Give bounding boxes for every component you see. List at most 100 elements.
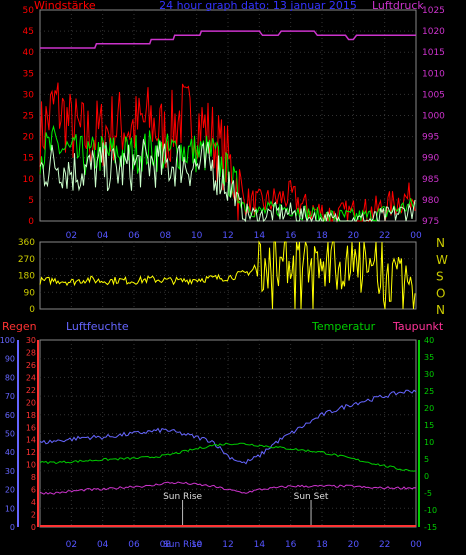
sun-annotation-0: Sun Rise [163,492,202,502]
wind-x-tick-22: 22 [379,231,390,241]
rain-tick-30: 30 [26,336,36,345]
temp-tick--10: -10 [424,506,437,515]
direction-compass-1: W [436,253,448,267]
direction-grid [40,242,416,309]
pressure-tick-995: 995 [422,133,439,143]
pressure-tick-1000: 1000 [422,112,445,122]
wind-title: 24 hour graph dato: 13 januar 2015 [159,0,357,12]
pressure-tick-985: 985 [422,175,439,185]
humidity-tick-50: 50 [5,430,15,439]
temp-tick-5: 5 [424,455,429,464]
temp-tick-35: 35 [424,353,434,362]
wind-left-tick-10: 10 [23,175,35,185]
taupunkt-label: Taupunkt [392,320,444,333]
rain-tick-4: 4 [31,498,36,507]
direction-tick-90: 90 [24,288,36,298]
direction-compass-0: N [436,236,445,250]
humidity-tick-40: 40 [5,448,15,457]
pressure-tick-980: 980 [422,196,439,206]
climate-x-tick-6: 12 [222,540,233,550]
wind-left-tick-45: 45 [23,27,34,37]
wind-x-tick-08: 08 [160,231,172,241]
direction-line [39,240,416,310]
direction-compass-2: S [436,270,444,284]
pressure-tick-1005: 1005 [422,90,445,100]
humidity-tick-90: 90 [5,355,15,364]
direction-compass-4: N [436,303,445,317]
direction-tick-360: 360 [18,238,35,248]
climate-x-tick-1: 04 [97,540,109,550]
wind_low-line [39,139,416,223]
climate-x-tick-9: 18 [316,540,328,550]
rain-tick-6: 6 [31,486,36,495]
wind-x-tick-04: 04 [97,231,109,241]
wind-left-tick-5: 5 [28,196,34,206]
temp-tick-40: 40 [424,336,434,345]
rain-tick-16: 16 [26,423,36,432]
humidity-tick-30: 30 [5,467,15,476]
pressure-tick-1025: 1025 [422,6,445,16]
wind-left-tick-30: 30 [23,90,35,100]
humidity-tick-60: 60 [5,411,15,420]
rain-tick-18: 18 [26,411,36,420]
rain-tick-26: 26 [26,361,36,370]
wind-x-tick-10: 10 [191,231,203,241]
sun-annotation-1: Sun Set [294,492,329,502]
pressure-tick-1010: 1010 [422,69,445,79]
rain-tick-14: 14 [26,436,36,445]
direction-series-group [39,240,416,310]
humidity-tick-100: 100 [0,336,15,345]
rain-tick-28: 28 [26,348,36,357]
direction-tick-270: 270 [18,255,35,265]
temp-tick--15: -15 [424,523,437,532]
climate-axes: 0102030405060708090100024681012141618202… [0,336,437,550]
climate-x-tick-2: 06 [128,540,140,550]
wind-x-tick-14: 14 [254,231,266,241]
humidity-tick-20: 20 [5,486,15,495]
wind-x-tick-20: 20 [348,231,360,241]
temp-tick-15: 15 [424,421,434,430]
rain-tick-2: 2 [31,511,36,520]
temp-tick-25: 25 [424,387,434,396]
wind-x-tick-16: 16 [285,231,297,241]
wind-left-label: Windstärke [34,0,96,12]
direction-tick-180: 180 [18,272,35,282]
wind-left-tick-50: 50 [23,6,35,16]
pressure-tick-975: 975 [422,217,439,227]
temp-tick-20: 20 [424,404,434,413]
pressure-line [40,30,416,49]
climate-x-tick-8: 16 [285,540,297,550]
wind-left-tick-35: 35 [23,69,34,79]
rain-tick-12: 12 [26,448,36,457]
climate-x-tick-12: 00 [410,540,422,550]
temp-tick-30: 30 [424,370,434,379]
climate-x-tick-4: Sun Rise [163,540,202,550]
climate-x-tick-10: 20 [348,540,360,550]
climate-x-tick-0: 02 [66,540,77,550]
humidity-tick-80: 80 [5,373,15,382]
humidity-line [39,389,417,465]
wind-left-tick-20: 20 [23,133,35,143]
dewpoint-line [39,481,417,495]
wind-left-tick-25: 25 [23,112,34,122]
humidity-tick-10: 10 [5,504,15,513]
wind-x-tick-18: 18 [316,231,328,241]
wind-left-tick-15: 15 [23,154,34,164]
wind-left-tick-40: 40 [23,48,35,58]
climate-x-tick-7: 14 [254,540,266,550]
temp-tick-0: 0 [424,472,429,481]
climate-x-tick-11: 22 [379,540,390,550]
regen-label: Regen [2,320,37,333]
wind-axes: 0510152025303540455097598098599099510001… [23,6,446,241]
wind_avg-line [39,124,416,222]
wind-x-tick-12: 12 [222,231,233,241]
temperatur-label: Temperatur [311,320,376,333]
humidity-temperature-panel: Sun Rise Sun Set 010203040506070809010002… [0,320,444,550]
direction-compass-3: O [436,286,445,300]
wind-right-label: Luftdruck [372,0,424,12]
wind-left-tick-0: 0 [28,217,34,227]
pressure-tick-1015: 1015 [422,48,445,58]
